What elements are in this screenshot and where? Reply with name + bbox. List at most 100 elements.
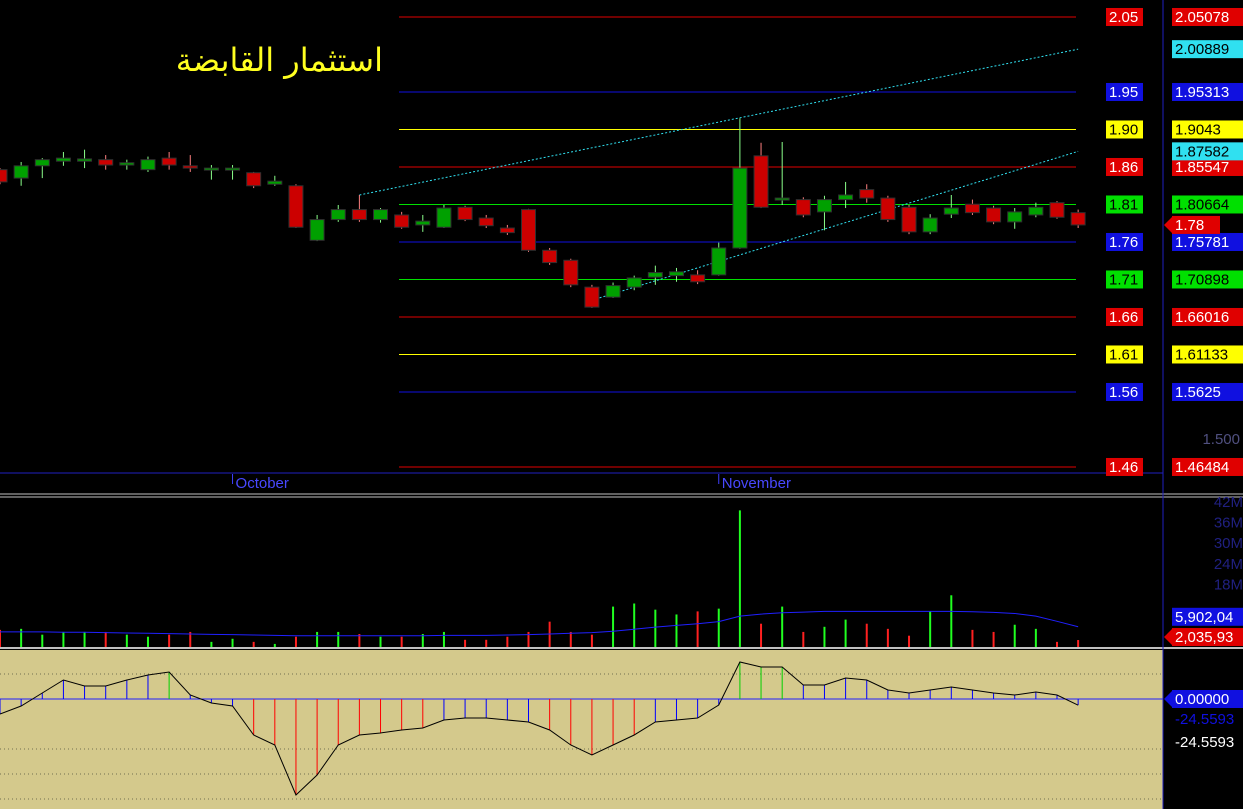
last-value-box-box [1172,733,1243,752]
level-axis-label: 1.80664 [1175,196,1229,213]
candle-body [626,277,642,288]
volume-ma-line [0,610,1079,637]
level-axis-label-box [1172,307,1243,326]
level-axis-label: 1.5625 [1175,384,1221,401]
level-axis-label: 1.9043 [1175,121,1221,138]
x-tick-label: November [722,475,791,492]
candle-body [246,172,262,187]
level-axis-label: 1.95313 [1175,84,1229,101]
channel-axis-label: 2.00889 [1175,41,1229,58]
y-tick-label: 30M [1214,535,1243,552]
zero-label-arrow [1164,691,1172,707]
candle-body [499,227,515,234]
channel-axis-label-box [1172,40,1243,59]
last-price-label: 1.78 [1175,217,1204,234]
level-label-box [1106,270,1143,289]
candle-body [267,180,283,185]
channel-axis-label: 1.87582 [1175,143,1229,160]
y-tick-label: 1.500 [1202,431,1240,448]
level-label-box [1106,307,1143,326]
candle-body [774,197,790,201]
level-axis-label-box [1172,82,1243,101]
candle-body [394,214,410,228]
level-axis-label-box [1172,157,1243,176]
level-axis-label-box [1172,120,1243,139]
candle-body [98,159,114,166]
level-axis-label: 1.46484 [1175,459,1229,476]
level-label: 1.95 [1109,84,1138,101]
candle-body [77,158,93,162]
candle-body [309,219,325,241]
candle-body [1070,212,1086,226]
candle-body [964,203,980,214]
level-label-box [1106,7,1143,26]
candle-body [1028,206,1044,216]
candle-body [55,157,71,162]
candle-body [563,259,579,286]
volume-last-label-arrow [1164,629,1172,646]
candle-body [668,271,684,277]
candle-body [816,199,832,213]
level-label: 1.86 [1109,159,1138,176]
level-axis-label: 1.75781 [1175,234,1229,251]
level-axis-label: 1.70898 [1175,271,1229,288]
volume-last-label: 2,035,93 [1175,629,1233,646]
candle-body [457,206,473,221]
candle-body [1007,211,1023,223]
level-axis-label-box [1172,232,1243,251]
level-label-box [1106,232,1143,251]
candle-body [732,167,748,249]
level-axis-label-box [1172,345,1243,364]
candle-body [690,274,706,283]
y-tick-label: -300 [1210,765,1240,782]
level-label-box [1106,345,1143,364]
candle-body [140,159,156,171]
last-price-label-arrow [1164,216,1172,233]
last-value-box: -24.5593 [1175,734,1234,751]
level-label: 1.66 [1109,309,1138,326]
candle-body [880,197,896,221]
level-label-box [1106,457,1143,476]
level-label-box [1106,382,1143,401]
candle-body [182,165,198,169]
candle-body [225,167,241,171]
candle-body [986,207,1002,223]
candle-body [901,206,917,233]
level-axis-label: 2.05078 [1175,9,1229,26]
zero-label-box [1172,690,1243,708]
candle-body [521,209,536,251]
level-label: 1.46 [1109,459,1138,476]
level-axis-label: 1.85547 [1175,159,1229,176]
candle-body [753,155,769,208]
level-label: 1.90 [1109,121,1138,138]
channel-axis-label-box [1172,142,1243,161]
level-axis-label-box [1172,7,1243,26]
chart-title: استثمار القابضة [176,41,383,79]
level-axis-label: 1.66016 [1175,309,1229,326]
y-tick-label: -400 [1210,790,1240,807]
y-tick-label: 100 [1215,665,1240,682]
level-axis-label-box [1172,457,1243,476]
candle-body [795,199,811,216]
candle-body [922,217,938,233]
level-label-box [1106,120,1143,139]
candle-body [34,159,50,167]
y-tick-label: 42M [1214,494,1243,511]
candle-body [351,209,367,221]
y-tick-label: 18M [1214,576,1243,593]
volume-ma-label-box [1172,607,1243,626]
candle-body [542,249,558,264]
level-label: 1.71 [1109,271,1138,288]
last-price-label-box [1172,215,1220,234]
oscillator-background [0,650,1163,809]
oscillator-line [0,661,1079,796]
candle-body [838,194,854,201]
candle-body [0,169,8,183]
level-label: 1.76 [1109,234,1138,251]
candle-body [647,272,663,278]
candle-body [1049,202,1065,218]
y-tick-label: 24M [1214,556,1243,573]
candle-body [584,286,600,308]
